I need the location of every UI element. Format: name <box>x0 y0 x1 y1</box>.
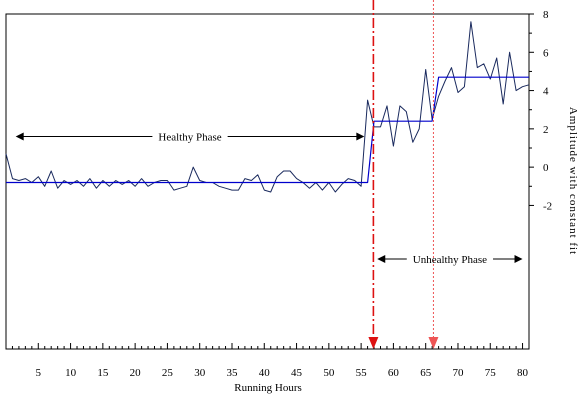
phase-arrowhead-right <box>514 255 523 264</box>
amplitude-series-line <box>5 21 530 193</box>
y-tick-label: 6 <box>543 47 549 59</box>
series-layer <box>5 21 530 193</box>
x-axis: 5 10 15 20 25 30 35 40 45 50 55 60 65 70 75 80 <box>5 343 530 379</box>
x-tick-label: 5 <box>36 367 42 379</box>
x-tick-label: 75 <box>485 367 497 379</box>
phase-arrowhead-left <box>377 255 386 264</box>
x-tick-label: 45 <box>291 367 303 379</box>
phase-label: Healthy Phase <box>158 132 221 144</box>
x-tick-label: 10 <box>65 367 77 379</box>
event-markers <box>368 0 439 349</box>
y-axis: -2 0 2 4 6 8 <box>529 9 552 212</box>
plot-frame <box>5 13 530 350</box>
phase-arrowhead-left <box>15 132 24 141</box>
y-axis-title: Amplitude with constant fit <box>567 107 579 255</box>
y-tick-label: 2 <box>543 124 549 136</box>
event-marker-arrowhead <box>368 337 379 349</box>
event-marker-arrowhead <box>428 337 439 349</box>
x-tick-label: 50 <box>323 367 335 379</box>
x-tick-label: 30 <box>194 367 206 379</box>
x-tick-label: 65 <box>420 367 432 379</box>
x-tick-label: 35 <box>226 367 238 379</box>
x-tick-label: 60 <box>388 367 400 379</box>
phase-arrowhead-right <box>356 132 365 141</box>
x-tick-label: 70 <box>452 367 464 379</box>
y-tick-label: 4 <box>543 86 549 98</box>
x-tick-label: 15 <box>97 367 109 379</box>
y-tick-label: 8 <box>543 9 549 21</box>
y-tick-label: 0 <box>543 162 549 174</box>
phase-label: Unhealthy Phase <box>413 254 487 266</box>
phase-annotations: Healthy Phase Unhealthy Phase <box>15 132 523 266</box>
x-tick-label: 80 <box>517 367 529 379</box>
x-axis-title: Running Hours <box>234 382 302 394</box>
x-tick-label: 25 <box>162 367 174 379</box>
x-tick-label: 20 <box>130 367 142 379</box>
constant-fit-line <box>6 76 529 184</box>
x-tick-label: 55 <box>356 367 368 379</box>
y-tick-label: -2 <box>543 200 552 212</box>
x-tick-label: 40 <box>259 367 271 379</box>
